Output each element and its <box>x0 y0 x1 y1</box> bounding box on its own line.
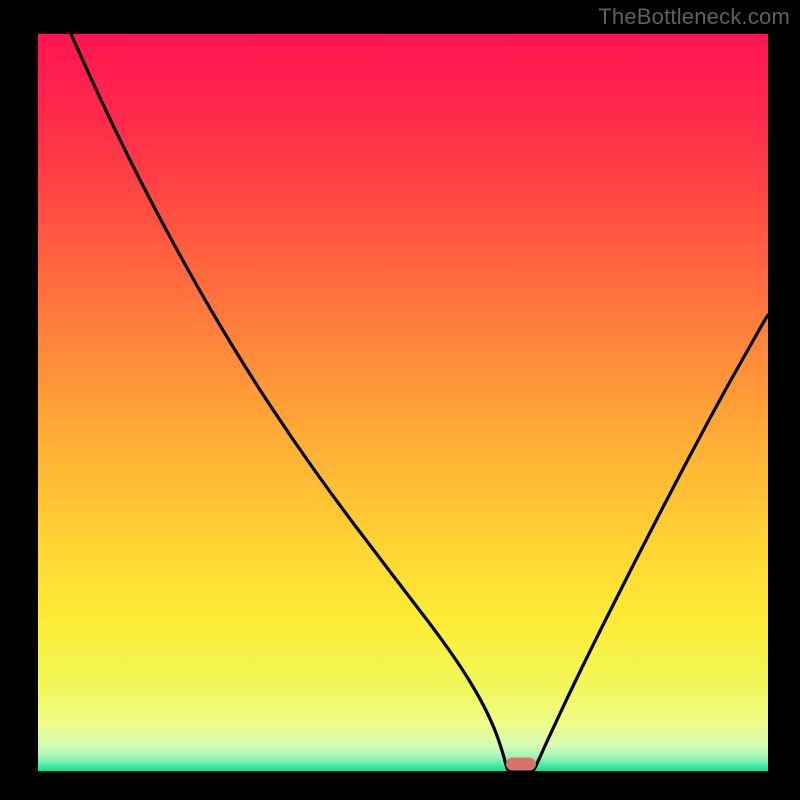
chart-frame: TheBottleneck.com <box>0 0 800 800</box>
bottleneck-curve-chart <box>38 34 768 771</box>
gradient-background <box>38 34 768 771</box>
optimal-point-marker <box>506 758 536 771</box>
attribution-label: TheBottleneck.com <box>598 4 790 30</box>
plot-area <box>38 34 768 771</box>
